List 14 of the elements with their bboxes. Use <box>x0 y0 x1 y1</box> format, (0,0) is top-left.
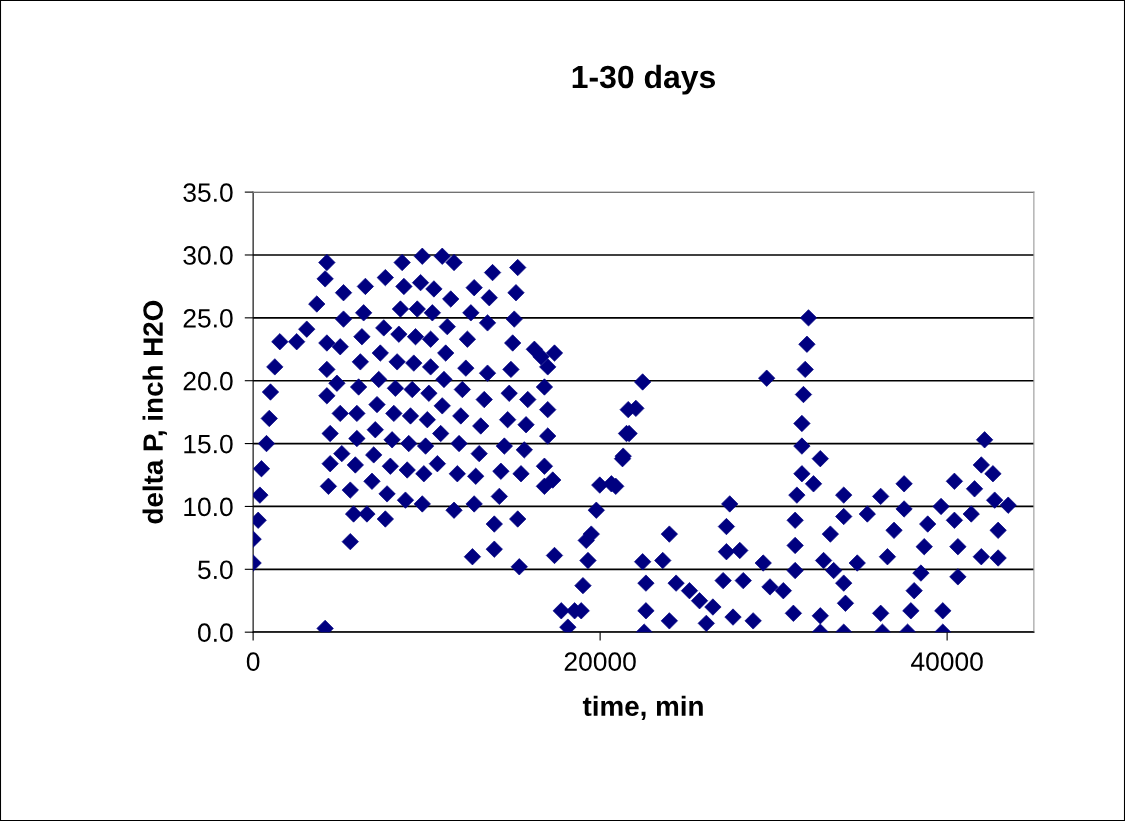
y-axis-title: delta P, inch H2O <box>142 300 167 524</box>
chart-title: 1-30 days <box>572 64 716 95</box>
x-axis-title: time, min <box>582 695 703 721</box>
y-tick-label: 35.0 <box>183 183 233 202</box>
y-tick-label: 10.0 <box>184 497 233 517</box>
y-tick-label: 5.0 <box>198 560 233 580</box>
y-tick-label: 0.0 <box>198 623 233 642</box>
y-tick-label: 25.0 <box>183 308 233 328</box>
y-tick-label: 15.0 <box>184 434 233 454</box>
x-tick-label: 20000 <box>564 652 636 671</box>
x-tick-label: 0 <box>246 652 260 671</box>
x-tick-label: 40000 <box>911 652 983 671</box>
y-tick-label: 20.0 <box>183 371 233 391</box>
y-tick-label: 30.0 <box>183 246 233 265</box>
